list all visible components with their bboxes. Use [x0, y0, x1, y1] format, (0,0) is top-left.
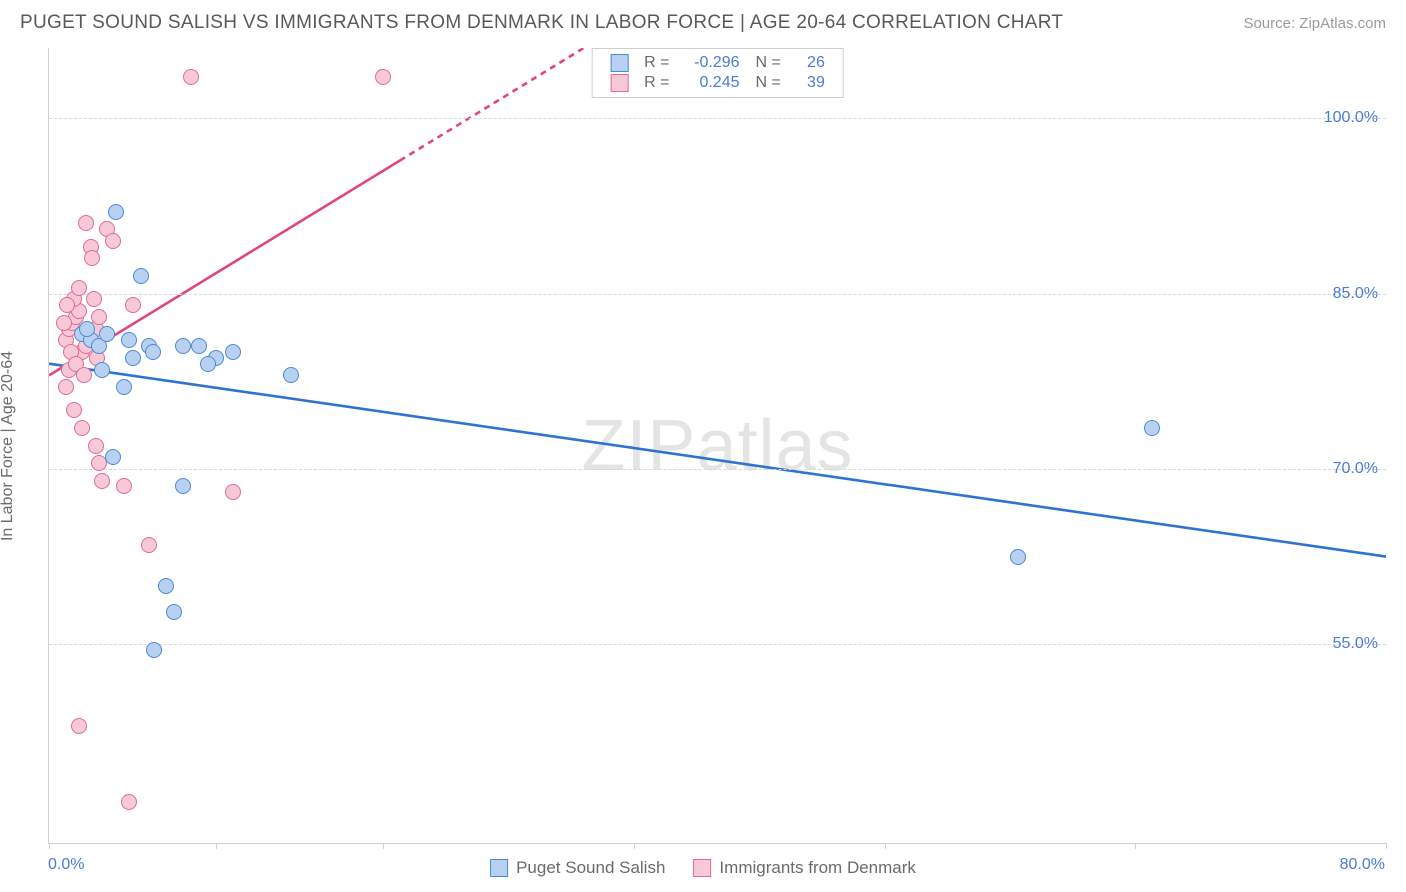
x-tick — [1135, 843, 1136, 849]
y-tick-label: 85.0% — [1333, 285, 1378, 303]
data-point — [74, 420, 90, 436]
data-point — [71, 280, 87, 296]
chart-area: ZIPatlas R = -0.296 N = 26 R = 0.245 N = 39 55.… — [48, 48, 1386, 844]
x-tick — [634, 843, 635, 849]
x-tick — [1386, 843, 1387, 849]
legend-label: Immigrants from Denmark — [719, 858, 915, 878]
legend-r-value: 0.245 — [686, 74, 740, 92]
x-tick — [216, 843, 217, 849]
data-point — [116, 379, 132, 395]
data-point — [94, 362, 110, 378]
data-point — [146, 642, 162, 658]
data-point — [175, 338, 191, 354]
y-tick-label: 55.0% — [1333, 635, 1378, 653]
legend-swatch — [490, 859, 508, 877]
data-point — [125, 297, 141, 313]
data-point — [1144, 420, 1160, 436]
legend-swatch — [610, 54, 628, 72]
data-point — [78, 215, 94, 231]
y-tick-label: 100.0% — [1324, 109, 1378, 127]
chart-svg-layer — [49, 48, 1386, 843]
data-point — [86, 291, 102, 307]
source-label: Source: ZipAtlas.com — [1243, 15, 1386, 32]
data-point — [125, 350, 141, 366]
data-point — [105, 233, 121, 249]
data-point — [66, 402, 82, 418]
gridline-h — [49, 644, 1386, 645]
data-point — [133, 268, 149, 284]
data-point — [88, 438, 104, 454]
y-tick-label: 70.0% — [1333, 460, 1378, 478]
data-point — [158, 578, 174, 594]
data-point — [375, 69, 391, 85]
data-point — [71, 718, 87, 734]
data-point — [108, 204, 124, 220]
data-point — [94, 473, 110, 489]
watermark: ZIPatlas — [581, 405, 853, 487]
gridline-h — [49, 118, 1386, 119]
x-tick-label: 80.0% — [1340, 856, 1385, 874]
header: PUGET SOUND SALISH VS IMMIGRANTS FROM DE… — [0, 0, 1406, 42]
legend-n-value: 26 — [797, 54, 825, 72]
series-legend: Puget Sound Salish Immigrants from Denmar… — [490, 858, 916, 878]
data-point — [121, 332, 137, 348]
data-point — [59, 297, 75, 313]
legend-r-value: -0.296 — [686, 54, 740, 72]
legend-swatch — [610, 74, 628, 92]
legend-item: Immigrants from Denmark — [693, 858, 915, 878]
data-point — [183, 69, 199, 85]
y-axis-label: In Labor Force | Age 20-64 — [0, 351, 17, 541]
data-point — [200, 356, 216, 372]
legend-n-value: 39 — [797, 74, 825, 92]
gridline-h — [49, 469, 1386, 470]
x-tick — [383, 843, 384, 849]
data-point — [145, 344, 161, 360]
data-point — [166, 604, 182, 620]
x-tick — [49, 843, 50, 849]
legend-n-label: N = — [748, 53, 789, 73]
data-point — [56, 315, 72, 331]
x-tick-label: 0.0% — [48, 856, 84, 874]
legend-n-label: N = — [748, 73, 789, 93]
gridline-h — [49, 294, 1386, 295]
chart-title: PUGET SOUND SALISH VS IMMIGRANTS FROM DE… — [20, 12, 1063, 34]
data-point — [225, 344, 241, 360]
legend-r-label: R = — [636, 53, 677, 73]
legend-item: Puget Sound Salish — [490, 858, 665, 878]
x-tick — [885, 843, 886, 849]
data-point — [99, 326, 115, 342]
data-point — [225, 484, 241, 500]
legend-label: Puget Sound Salish — [516, 858, 665, 878]
correlation-legend: R = -0.296 N = 26 R = 0.245 N = 39 — [591, 48, 844, 98]
data-point — [76, 367, 92, 383]
data-point — [105, 449, 121, 465]
data-point — [121, 794, 137, 810]
legend-r-label: R = — [636, 73, 677, 93]
data-point — [116, 478, 132, 494]
data-point — [79, 321, 95, 337]
data-point — [1010, 549, 1026, 565]
data-point — [58, 379, 74, 395]
data-point — [283, 367, 299, 383]
data-point — [141, 537, 157, 553]
data-point — [191, 338, 207, 354]
data-point — [84, 250, 100, 266]
data-point — [175, 478, 191, 494]
legend-swatch — [693, 859, 711, 877]
